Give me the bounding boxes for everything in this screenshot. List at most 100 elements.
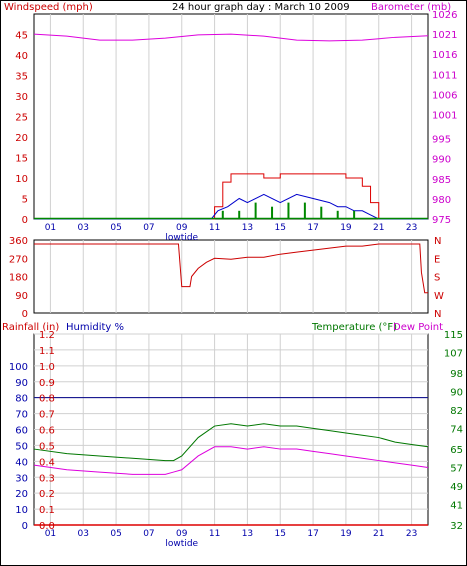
- wind-xtick-label: 21: [373, 223, 384, 233]
- windspeed-tick-label: 25: [15, 113, 28, 124]
- temp-xtick-label: 13: [242, 529, 253, 539]
- direction-tick-label: 90: [15, 291, 28, 302]
- windspeed-tick-label: 5: [22, 195, 28, 206]
- rainfall-tick-label: 1.0: [39, 362, 55, 373]
- barometer-tick-label: 1021: [432, 30, 457, 41]
- humidity-tick-label: 60: [15, 426, 28, 437]
- windspeed-tick-label: 20: [15, 133, 28, 144]
- direction-tick-label: 360: [9, 236, 28, 247]
- barometer-axis-title: Barometer (mb): [371, 2, 451, 13]
- wind-xtick-label: 15: [275, 223, 286, 233]
- chart-title: 24 hour graph day : March 10 2009: [172, 2, 350, 13]
- temp-xtick-label: 15: [275, 529, 286, 539]
- direction-tick-label: 270: [9, 254, 28, 265]
- dewpoint-line: [33, 446, 429, 475]
- wind-xtick-label: 03: [78, 223, 89, 233]
- barometer-tick-label: 975: [432, 215, 451, 226]
- compass-tick-label: N: [434, 309, 441, 320]
- lowtide-label: lowtide: [165, 539, 198, 549]
- temp-xtick-label: 03: [78, 529, 89, 539]
- humidity-tick-label: 30: [15, 473, 28, 484]
- barometer-tick-label: 985: [432, 175, 451, 186]
- rainfall-tick-label: 0.5: [39, 441, 55, 452]
- wind-xtick-label: 07: [143, 223, 154, 233]
- rainfall-legend: Rainfall (in): [2, 322, 59, 333]
- wind-xtick-label: 17: [307, 223, 318, 233]
- temp-xtick-label: 01: [45, 529, 56, 539]
- compass-tick-label: S: [434, 273, 440, 284]
- wind-xtick-label: 09: [176, 223, 188, 233]
- rainfall-tick-label: 0.3: [39, 473, 55, 484]
- temperature-tick-label: 82: [450, 406, 463, 417]
- temperature-tick-label: 32: [450, 521, 463, 532]
- wind-xtick-label: 05: [110, 223, 121, 233]
- barometer-line: [33, 33, 429, 42]
- temperature-tick-label: 98: [450, 369, 463, 380]
- barometer-tick-label: 1001: [432, 110, 457, 121]
- windspeed-tick-label: 35: [15, 72, 28, 83]
- rainfall-tick-label: 0.8: [39, 394, 55, 405]
- windspeed-tick-label: 40: [15, 51, 28, 62]
- temperature-tick-label: 90: [450, 388, 463, 399]
- wind-xtick-label: 19: [340, 223, 352, 233]
- wind-xtick-label: 23: [406, 223, 417, 233]
- rainfall-tick-label: 1.2: [39, 330, 55, 341]
- humidity-tick-label: 100: [9, 362, 28, 373]
- temperature-tick-label: 107: [444, 348, 463, 359]
- windspeed-tick-label: 45: [15, 31, 28, 42]
- temperature-tick-label: 65: [450, 445, 463, 456]
- humidity-tick-label: 10: [15, 505, 28, 516]
- average-wind-line: [34, 193, 428, 220]
- wind-xtick-label: 11: [209, 223, 220, 233]
- temp-xtick-label: 23: [406, 529, 417, 539]
- grid-layer: [34, 14, 428, 526]
- compass-tick-label: E: [434, 254, 440, 265]
- temp-xtick-label: 09: [176, 529, 188, 539]
- temp-xtick-label: 11: [209, 529, 220, 539]
- direction-line: [34, 243, 428, 294]
- humidity-legend: Humidity %: [66, 322, 124, 333]
- temp-xtick-label: 19: [340, 529, 352, 539]
- humidity-tick-label: 50: [15, 441, 28, 452]
- windspeed-tick-label: 30: [15, 92, 28, 103]
- humidity-tick-label: 0: [22, 521, 28, 532]
- barometer-tick-label: 990: [432, 155, 451, 166]
- direction-tick-label: 180: [9, 273, 28, 284]
- compass-tick-label: N: [434, 236, 441, 247]
- data-layer: [33, 33, 429, 526]
- dewpoint-legend: Dew Point: [393, 322, 443, 333]
- temperature-legend: Temperature (°F): [311, 322, 397, 333]
- barometer-tick-label: 980: [432, 195, 451, 206]
- rainfall-tick-label: 0.9: [39, 378, 55, 389]
- temperature-tick-label: 115: [444, 330, 463, 341]
- temperature-line: [33, 423, 429, 462]
- rainfall-tick-label: 0.6: [39, 426, 55, 437]
- windspeed-tick-label: 10: [15, 174, 28, 185]
- wind-xtick-label: 13: [242, 223, 253, 233]
- temperature-tick-label: 57: [450, 463, 463, 474]
- compass-tick-label: W: [434, 291, 444, 302]
- barometer-tick-label: 1006: [432, 90, 457, 101]
- temperature-tick-label: 49: [450, 482, 463, 493]
- windspeed-tick-label: 15: [15, 154, 28, 165]
- rainfall-tick-label: 0.2: [39, 489, 55, 500]
- gust-line: [34, 173, 428, 220]
- temperature-tick-label: 74: [450, 424, 463, 435]
- temperature-tick-label: 41: [450, 500, 463, 511]
- humidity-tick-label: 70: [15, 410, 28, 421]
- humidity-tick-label: 90: [15, 378, 28, 389]
- windspeed-tick-label: 0: [22, 215, 28, 226]
- barometer-tick-label: 1026: [432, 10, 457, 21]
- rainfall-tick-label: 0.4: [39, 457, 55, 468]
- temp-xtick-label: 05: [110, 529, 121, 539]
- wind-xtick-label: 01: [45, 223, 56, 233]
- temp-xtick-label: 17: [307, 529, 318, 539]
- humidity-tick-label: 80: [15, 394, 28, 405]
- temp-xtick-label: 21: [373, 529, 384, 539]
- humidity-tick-label: 20: [15, 489, 28, 500]
- humidity-tick-label: 40: [15, 457, 28, 468]
